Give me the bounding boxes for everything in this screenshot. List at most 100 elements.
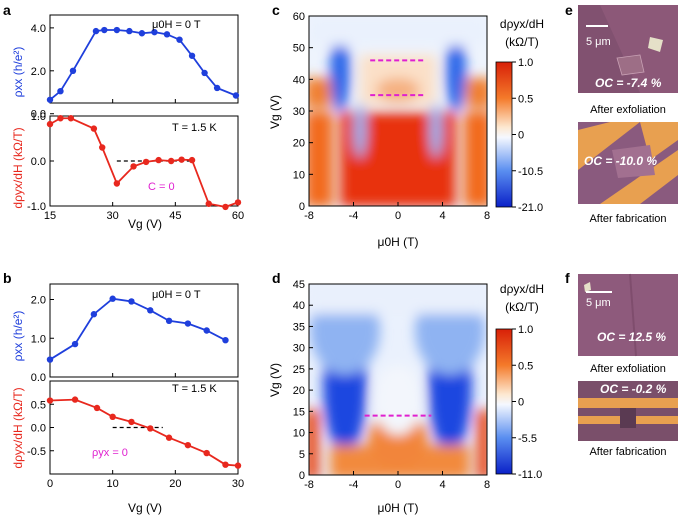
y-tick-label: 30 — [293, 106, 305, 118]
heatmap-d — [308, 283, 488, 476]
data-point — [90, 311, 98, 318]
x-tick-label: 10 — [107, 478, 119, 490]
data-point — [99, 144, 106, 151]
data-point — [234, 462, 242, 469]
data-point — [167, 157, 175, 165]
colorbar-tick-label: 1.0 — [518, 324, 533, 336]
oc-label-f1: OC = 12.5 % — [597, 330, 666, 344]
ylabel-d: Vg (V) — [268, 363, 282, 397]
colorbar-d-units: (kΩ/T) — [505, 300, 539, 314]
colorbar-tick-label: 0.5 — [518, 360, 533, 372]
colorbar-tick-label: -11.0 — [518, 469, 542, 481]
y-tick-label: 40 — [293, 74, 305, 86]
x-tick-label: 0 — [47, 478, 53, 490]
axes-d: -8 -4 0 4 8 0 5 10 15 20 25 30 35 40 45 — [293, 279, 490, 491]
oc-label-f2: OC = -0.2 % — [600, 382, 667, 396]
y-tick-label: 60 — [293, 11, 305, 23]
colorbar-tick-label: -10.5 — [518, 166, 543, 178]
chart-b-bottom: 0 10 20 30 -0.5 0.0 0.5 — [27, 380, 244, 490]
y-tick-label: 25 — [293, 364, 305, 376]
x-tick-label: 8 — [484, 210, 490, 222]
plot-frame-b-top — [49, 283, 239, 378]
data-point — [188, 52, 196, 59]
x-tick-label: -4 — [349, 479, 359, 491]
data-point — [126, 27, 133, 35]
oc-label-e1: OC = -7.4 % — [595, 76, 662, 90]
data-point — [130, 163, 137, 170]
y-tick-label: 1.0 — [31, 111, 46, 123]
series-line — [49, 29, 237, 101]
scale-f: 5 μm — [586, 297, 611, 309]
x-tick-label: 8 — [484, 479, 490, 491]
y-tick-label: -1.0 — [27, 201, 46, 213]
data-point — [109, 295, 116, 302]
colorbar-tick-label: 0 — [518, 397, 524, 409]
colorbar-d-title: dρyx/dH — [500, 282, 544, 296]
colorbar-tick-label: 1.0 — [518, 57, 533, 69]
data-point — [67, 115, 75, 122]
caption-e1: After exfoliation — [590, 104, 666, 116]
data-point — [147, 307, 154, 314]
y-tick-label: 0.5 — [31, 399, 46, 411]
y-tick-label: 50 — [293, 43, 305, 55]
colorbar-c-title: dρyx/dH — [500, 17, 544, 31]
data-point — [57, 115, 64, 122]
x-tick-label: 0 — [395, 210, 401, 222]
xlabel-a: Vg (V) — [128, 217, 162, 231]
colorbar-c — [495, 61, 513, 208]
data-point — [178, 156, 185, 163]
y-tick-label: 0.0 — [31, 156, 46, 168]
data-point — [147, 425, 154, 432]
xlabel-c: μ0H (T) — [378, 235, 419, 249]
y-tick-label: 0.0 — [31, 372, 46, 384]
y-tick-label: 4.0 — [31, 23, 46, 35]
caption-f1: After exfoliation — [590, 363, 666, 375]
panel-letter-a: a — [3, 2, 11, 18]
x-tick-label: 30 — [232, 478, 244, 490]
series-line — [49, 297, 226, 361]
axes-c: -8 -4 0 4 8 0 10 20 30 40 50 60 — [293, 11, 490, 222]
annotation-a-field: μ0H = 0 T — [152, 19, 201, 31]
colorbar-tick-label: -5.5 — [518, 433, 537, 445]
panel-letter-c: c — [272, 2, 280, 18]
y-tick-label: -0.5 — [27, 446, 46, 458]
data-point — [222, 203, 229, 211]
data-point — [113, 26, 121, 34]
x-tick-label: 15 — [44, 210, 56, 222]
data-point — [184, 320, 192, 327]
data-point — [93, 404, 101, 412]
x-tick-label: -8 — [304, 479, 314, 491]
data-point — [222, 461, 229, 468]
data-point — [151, 28, 158, 36]
data-point — [71, 340, 79, 348]
y-tick-label: 10 — [293, 428, 305, 440]
chart-b-top: 0.0 1.0 2.0 — [31, 283, 239, 384]
photo-e1: 5 μm OC = -7.4 % — [578, 5, 678, 93]
photo-e2: OC = -10.0 % — [578, 122, 678, 204]
colorbar-tick-label: 0 — [518, 130, 524, 142]
chart-a-bottom: 15 30 45 60-1.00.01.0 — [27, 111, 244, 222]
caption-f2: After fabrication — [589, 446, 666, 458]
data-point — [71, 396, 79, 403]
y-tick-label: 0.0 — [31, 109, 46, 121]
y-tick-label: 0 — [299, 201, 305, 213]
data-point — [203, 449, 210, 457]
data-point — [57, 87, 64, 95]
data-point — [46, 356, 54, 363]
data-point — [128, 298, 135, 305]
ylabel-c: Vg (V) — [268, 95, 282, 129]
annotation-a-temperature: T = 1.5 K — [172, 122, 217, 134]
x-tick-label: -4 — [349, 210, 359, 222]
xlabel-b: Vg (V) — [128, 501, 162, 515]
y-tick-label: 5 — [299, 449, 305, 461]
data-point — [46, 120, 54, 128]
data-point — [46, 397, 54, 404]
panel-letter-d: d — [272, 270, 281, 286]
xlabel-d: μ0H (T) — [378, 501, 419, 515]
y-tick-label: 1.0 — [31, 333, 46, 345]
data-point — [138, 30, 146, 37]
annotation-b-temperature: T = 1.5 K — [172, 383, 217, 395]
annotation-a-chern: C = 0 — [148, 181, 175, 193]
data-point — [109, 413, 116, 421]
